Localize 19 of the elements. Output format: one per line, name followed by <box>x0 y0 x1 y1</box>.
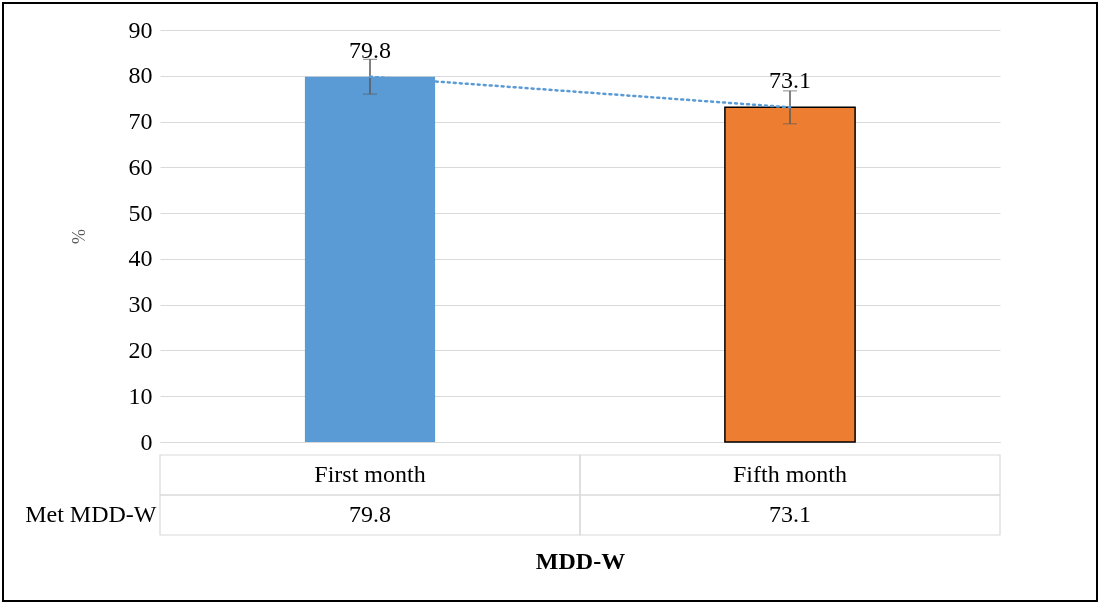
y-tick-label: 80 <box>128 62 153 89</box>
y-tick-label: 40 <box>128 245 153 272</box>
y-tick-label: 60 <box>128 153 153 180</box>
y-tick-label: 50 <box>128 199 153 226</box>
y-tick-label: 10 <box>128 382 153 409</box>
data-label: 79.8 <box>349 36 391 63</box>
data-label: 73.1 <box>769 501 811 527</box>
data-label: 73.1 <box>769 67 811 94</box>
text: Met MDD-W <box>25 501 157 527</box>
y-tick-label: 90 <box>128 16 153 43</box>
x-axis-title: MDD-W <box>535 547 626 574</box>
x-tick-label: First month <box>314 461 426 487</box>
y-tick-label: 0 <box>140 428 153 455</box>
y-tick-label: 30 <box>128 291 153 318</box>
data-label: 79.8 <box>349 501 391 527</box>
y-tick-label: 20 <box>128 336 153 363</box>
x-tick-label: Fifth month <box>732 461 848 487</box>
y-axis-title: % <box>68 229 89 244</box>
y-tick-label: 70 <box>128 108 153 135</box>
